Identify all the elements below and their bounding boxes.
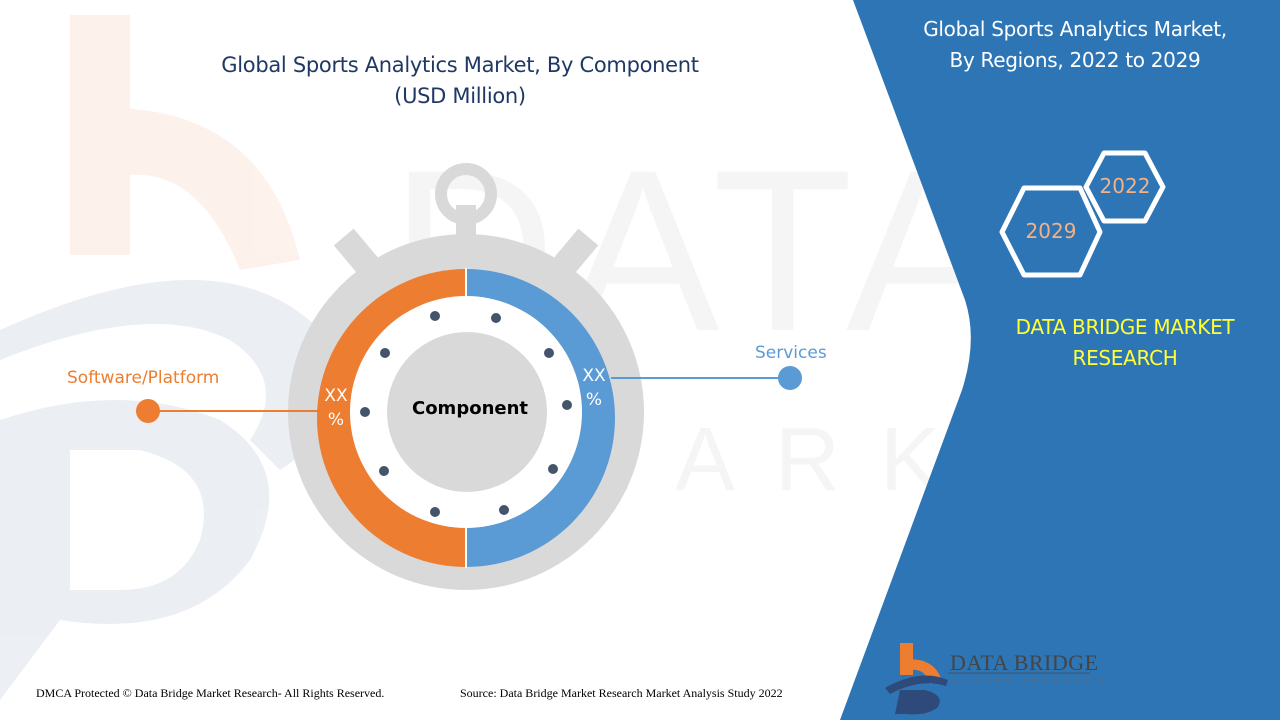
logo-subtitle: MARKET RESEARCH [952,677,1107,686]
services-percentage: XX % [582,366,606,410]
services-marker-dot [778,366,802,390]
logo-name: DATA BRIDGE [950,650,1099,675]
watermark-logo [0,15,334,700]
year-2029-label: 2029 [1025,219,1077,243]
source-note: Source: Data Bridge Market Research Mark… [460,686,783,700]
stopwatch-graphic [288,163,644,590]
chart-title-line2: (USD Million) [394,84,526,108]
tick-dots [360,311,572,517]
software-platform-label: Software/Platform [67,368,220,388]
chart-title: Global Sports Analytics Market, By Compo… [170,50,750,112]
center-component-label: Component [411,398,529,419]
chart-title-line1: Global Sports Analytics Market, By Compo… [221,53,699,77]
services-label: Services [755,343,827,363]
hexagon-2022 [1083,150,1166,224]
logo-mark [885,643,1090,715]
hexagon-2029 [999,185,1103,278]
software-marker-dot [136,399,160,423]
year-2022-label: 2022 [1099,174,1151,198]
right-panel-shape [840,0,1280,720]
copyright-notice: DMCA Protected © Data Bridge Market Rese… [36,686,385,700]
software-percentage: XX % [324,386,348,430]
region-title: Global Sports Analytics Market, By Regio… [923,17,1227,72]
brand-name: DATA BRIDGE MARKET RESEARCH [1015,315,1235,370]
